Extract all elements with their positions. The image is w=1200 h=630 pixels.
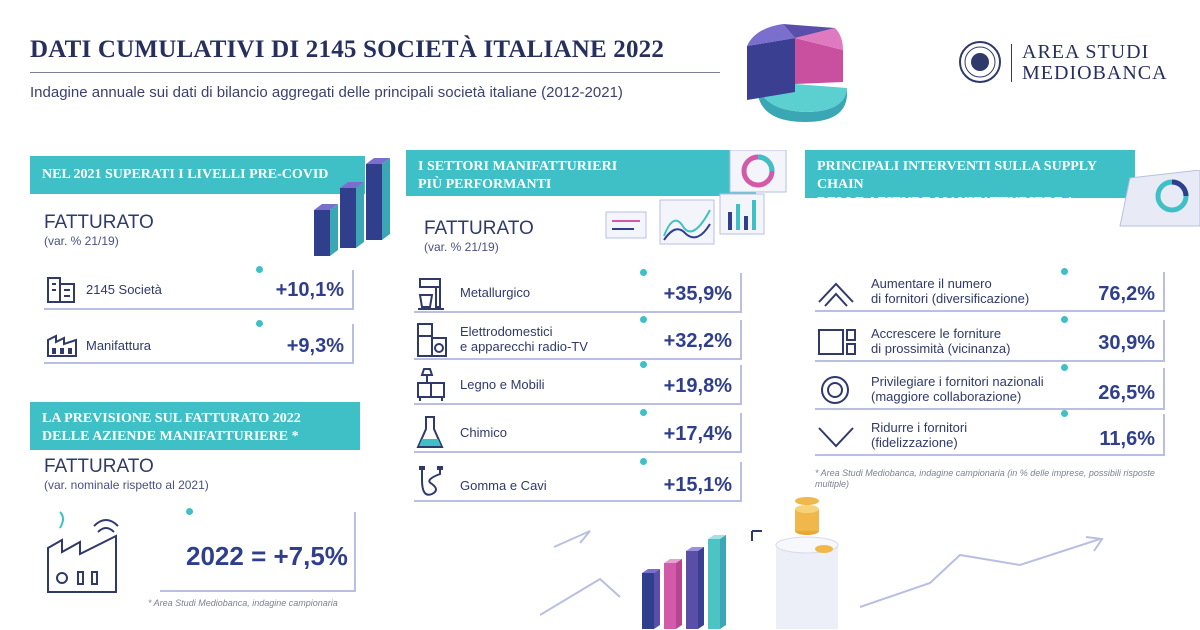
row-dot xyxy=(640,361,647,368)
factory-icon xyxy=(47,334,77,357)
supply-note: * Area Studi Mediobanca, indagine campio… xyxy=(815,468,1155,489)
target-icon xyxy=(821,376,849,404)
covid-banner: NEL 2021 SUPERATI I LIVELLI PRE-COVID xyxy=(30,156,365,194)
row-value: +17,4% xyxy=(663,423,732,445)
row-dot xyxy=(1061,316,1068,323)
row-label: Metallurgico xyxy=(460,285,531,300)
row-label: 2145 Società xyxy=(86,282,162,297)
forecast-sublabel: (var. nominale rispetto al 2021) xyxy=(44,478,209,492)
forecast-value-box xyxy=(160,508,356,592)
chevron-up-icon xyxy=(818,282,854,307)
row-value: +15,1% xyxy=(663,474,732,496)
flask-icon xyxy=(416,416,444,448)
row-label: Manifattura xyxy=(86,338,152,353)
row-value: 76,2% xyxy=(1098,283,1155,305)
row-value: 11,6% xyxy=(1099,428,1155,450)
supply-row-3: Privilegiare i fornitori nazionali (magg… xyxy=(815,364,1165,410)
row-dot xyxy=(186,508,193,515)
row-label: Aumentare il numero di fornitori (divers… xyxy=(871,276,1030,306)
sector-row-elettrodomestici: Elettrodomestici e apparecchi radio-TV +… xyxy=(414,316,742,360)
row-value: 26,5% xyxy=(1098,382,1155,404)
pie-chart-illustration xyxy=(747,24,847,122)
sectors-label: FATTURATO xyxy=(424,218,534,239)
tablet-illustration xyxy=(1119,170,1200,227)
logo-divider xyxy=(1011,44,1012,82)
sector-row-metallurgico: Metallurgico +35,9% xyxy=(414,269,742,313)
row-label: Gomma e Cavi xyxy=(460,478,547,493)
row-label: Accrescere le forniture di prossimità (v… xyxy=(871,326,1011,356)
sector-row-gomma: Gomma e Cavi +15,1% xyxy=(414,458,742,502)
supply-row-2: Accrescere le forniture di prossimità (v… xyxy=(815,316,1165,362)
supply-row-4: Ridurre i fornitori (fidelizzazione) 11,… xyxy=(815,410,1165,456)
row-value: 30,9% xyxy=(1098,332,1155,354)
row-value: +35,9% xyxy=(663,283,732,305)
supply-row-1: Aumentare il numero di fornitori (divers… xyxy=(815,268,1165,312)
row-dot xyxy=(640,316,647,323)
covid-label: FATTURATO xyxy=(44,212,154,233)
squares-icon xyxy=(818,329,856,355)
mixer-icon xyxy=(418,278,444,310)
dashboard-charts-illustration xyxy=(605,150,787,245)
row-value: +10,1% xyxy=(275,279,344,301)
row-value: +19,8% xyxy=(663,375,732,397)
growth-illustration xyxy=(540,497,1104,629)
page-title: DATI CUMULATIVI DI 2145 SOCIETÀ ITALIANE… xyxy=(30,36,665,63)
forecast-label: FATTURATO xyxy=(44,456,154,477)
row-value: +32,2% xyxy=(663,330,732,352)
appliances-icon xyxy=(417,323,447,357)
sector-row-chimico: Chimico +17,4% xyxy=(414,409,742,453)
row-label: Chimico xyxy=(460,425,507,440)
row-dot xyxy=(1061,364,1068,371)
sector-row-legno: Legno e Mobili +19,8% xyxy=(414,361,742,405)
logo-text: AREA STUDI MEDIOBANCA xyxy=(1022,41,1168,84)
buildings-icon xyxy=(47,277,75,303)
covid-row-manifattura: Manifattura +9,3% xyxy=(44,320,354,364)
forecast-note: * Area Studi Mediobanca, indagine campio… xyxy=(148,598,338,608)
supply-banner: PRINCIPALI INTERVENTI SULLA SUPPLY CHAIN… xyxy=(805,150,1135,210)
row-dot xyxy=(1061,410,1068,417)
covid-row-societa: 2145 Società +10,1% xyxy=(44,266,354,310)
bar-chart-3d-icon xyxy=(314,158,390,256)
mediobanca-seal-icon xyxy=(959,41,1001,83)
title-divider xyxy=(30,72,720,73)
row-label: Ridurre i fornitori (fidelizzazione) xyxy=(871,420,968,450)
row-dot xyxy=(640,409,647,416)
furniture-icon xyxy=(417,368,445,401)
sectors-banner: I SETTORI MANIFATTURIERI PIÙ PERFORMANTI xyxy=(406,150,756,196)
row-dot xyxy=(256,320,263,327)
row-label: Privilegiare i fornitori nazionali (magg… xyxy=(871,374,1044,404)
row-dot xyxy=(1061,268,1068,275)
row-label: Elettrodomestici e apparecchi radio-TV xyxy=(460,324,588,354)
page-subtitle: Indagine annuale sui dati di bilancio ag… xyxy=(30,84,623,101)
factory-forecast-icon xyxy=(47,511,119,593)
row-dot xyxy=(256,266,263,273)
row-label: Legno e Mobili xyxy=(460,377,545,392)
chevron-down-icon xyxy=(818,427,854,448)
sectors-sublabel: (var. % 21/19) xyxy=(424,240,499,254)
row-dot xyxy=(640,269,647,276)
row-dot xyxy=(640,458,647,465)
row-value: +9,3% xyxy=(286,335,344,357)
forecast-value: 2022 = +7,5% xyxy=(186,541,348,571)
cable-icon xyxy=(419,466,443,496)
forecast-banner: LA PREVISIONE SUL FATTURATO 2022 DELLE A… xyxy=(30,402,360,450)
covid-sublabel: (var. % 21/19) xyxy=(44,234,119,248)
